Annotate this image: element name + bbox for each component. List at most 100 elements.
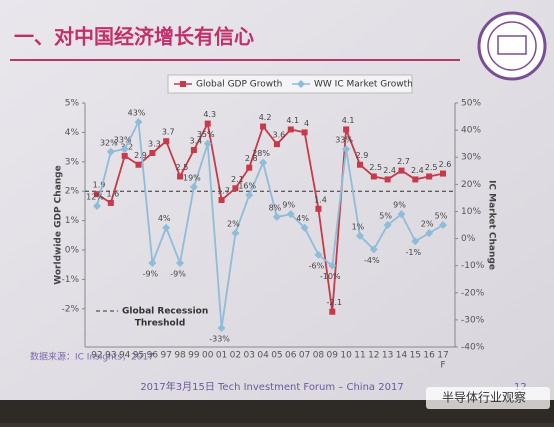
data-point: [440, 170, 446, 177]
y-tick-label: 2%: [65, 187, 80, 197]
data-label: 12%: [86, 193, 104, 202]
data-point: [355, 231, 364, 240]
data-label: 2.5: [425, 163, 438, 172]
y2-tick-label: 20%: [461, 180, 481, 190]
x-tick-label: 08: [313, 351, 325, 361]
data-point: [176, 258, 185, 267]
data-label: 33%: [114, 136, 132, 145]
footer: 2017年3月15日 Tech Investment Forum – China…: [140, 380, 403, 393]
data-label: 3.4: [190, 137, 203, 146]
data-point: [369, 245, 378, 254]
y-tick-label: 3%: [65, 157, 80, 167]
source: 数据来源：IC Insights，2017: [30, 351, 154, 363]
data-label: 2.9: [134, 151, 147, 160]
data-label: 5%: [379, 212, 392, 221]
data-label: 4.2: [259, 113, 272, 122]
data-label: 5%: [435, 212, 448, 221]
x-tick-label: 10: [340, 351, 352, 361]
data-label: 43%: [128, 108, 146, 117]
data-point: [314, 250, 323, 259]
data-label: -9%: [170, 269, 186, 278]
x-tick-label: 99: [188, 351, 200, 361]
legend-marker: [297, 80, 305, 88]
x-tick-label: 98: [174, 351, 186, 361]
x-tick-label: 11: [354, 351, 365, 361]
screen-border: [0, 400, 554, 423]
data-label: 2.8: [245, 154, 258, 163]
y2-tick-label: 40%: [461, 126, 481, 136]
data-point: [246, 164, 253, 171]
y-tick-label: 4%: [65, 128, 80, 138]
data-label: 3.6: [273, 131, 286, 140]
data-point: [120, 145, 129, 154]
data-label: -1%: [406, 248, 422, 257]
data-label: 35%: [197, 130, 215, 139]
data-point: [121, 152, 128, 159]
y-axis-title: Worldwide GDP Change: [54, 165, 64, 284]
data-label: 9%: [393, 201, 406, 210]
data-point: [177, 173, 184, 180]
data-label: 2.7: [397, 157, 410, 166]
x-tick-label: 03: [244, 351, 255, 361]
data-label: 4.3: [203, 110, 216, 119]
y2-tick-label: -40%: [461, 343, 485, 353]
y-tick-label: -2%: [61, 304, 79, 314]
data-label: 2.4: [411, 166, 424, 175]
data-label: 2.9: [356, 151, 369, 160]
data-label: 4: [304, 119, 309, 128]
forecast-mark: F: [440, 361, 445, 371]
x-tick-label: 93: [105, 351, 116, 361]
data-point: [329, 308, 336, 315]
x-tick-label: 05: [271, 351, 282, 361]
x-tick-label: 16: [423, 351, 435, 361]
data-label: 2%: [227, 220, 240, 229]
data-point: [94, 191, 100, 198]
data-label: 4%: [296, 214, 309, 223]
data-point: [328, 261, 337, 270]
data-point: [217, 324, 226, 333]
x-tick-label: 14: [396, 351, 408, 361]
watermark-text: 半导体行业观察: [442, 391, 526, 405]
y2-tick-label: 10%: [461, 207, 481, 217]
y2-tick-label: 0%: [461, 234, 476, 244]
data-label: 33%: [335, 136, 353, 145]
x-tick-label: 04: [257, 351, 269, 361]
data-point: [342, 145, 351, 154]
data-label: 1.4: [314, 195, 327, 204]
data-point: [370, 173, 377, 180]
data-point: [383, 221, 392, 229]
x-tick-label: 06: [285, 351, 297, 361]
data-label: 28%: [252, 149, 270, 158]
data-point: [343, 126, 350, 133]
data-label: 4.1: [286, 116, 299, 125]
data-point: [93, 202, 101, 211]
data-point: [231, 229, 240, 238]
data-point: [398, 167, 405, 174]
data-label: 2.1: [231, 175, 244, 184]
x-tick-label: 96: [147, 351, 159, 361]
data-point: [272, 212, 281, 221]
data-point: [412, 176, 419, 183]
legend-label: WW IC Market Growth: [314, 80, 413, 90]
threshold-label: Global Recession: [122, 307, 208, 317]
data-point: [301, 129, 308, 136]
y2-tick-label: 30%: [461, 153, 481, 163]
x-tick-label: 92: [91, 351, 102, 361]
data-label: 1.7: [217, 187, 230, 196]
x-tick-label: 13: [382, 351, 393, 361]
legend-box: [167, 74, 413, 94]
data-label: 2%: [421, 220, 434, 229]
data-label: -2.1: [326, 298, 342, 307]
legend-marker: [180, 81, 186, 87]
data-label: 3.3: [148, 139, 161, 148]
data-label: 2.5: [369, 163, 382, 172]
data-point: [273, 141, 280, 148]
data-label: -33%: [209, 335, 230, 344]
x-tick-label: 15: [410, 351, 421, 361]
y-tick-label: 0%: [65, 245, 80, 255]
data-point: [411, 237, 420, 246]
data-point: [260, 123, 267, 130]
y2-tick-label: 50%: [461, 99, 481, 109]
data-label: 1.9: [93, 181, 106, 190]
